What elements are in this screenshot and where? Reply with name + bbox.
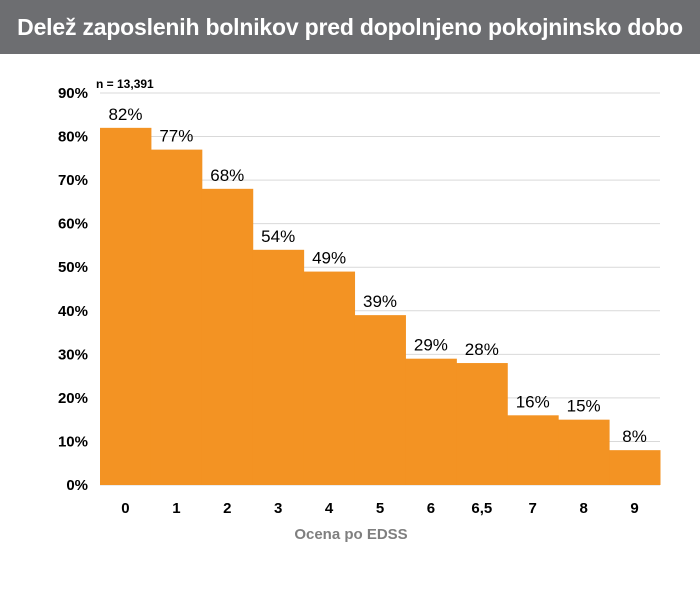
- data-label: 49%: [312, 249, 346, 268]
- x-tick-label: 1: [172, 500, 180, 517]
- x-tick-label: 7: [529, 500, 537, 517]
- x-tick-label: 8: [579, 500, 587, 517]
- bar: [507, 415, 559, 485]
- bar-chart: 0% 10% 20% 30% 40% 50% 60% 70% 80% 90% 0 1 2 3 4 5 6 6,5…: [58, 77, 661, 543]
- data-label: 68%: [210, 166, 244, 185]
- bar: [456, 363, 508, 485]
- data-label: 8%: [622, 427, 647, 446]
- bar: [405, 358, 457, 485]
- data-label: 82%: [108, 105, 142, 124]
- x-tick-label: 0: [121, 500, 129, 517]
- x-axis-label: Ocena po EDSS: [294, 526, 407, 543]
- y-tick-label: 20%: [58, 390, 88, 407]
- bars: [100, 127, 661, 486]
- x-tick-label: 6,5: [471, 500, 492, 517]
- y-tick-label: 30%: [58, 346, 88, 363]
- y-tick-label: 0%: [66, 477, 88, 494]
- y-tick-label: 90%: [58, 85, 88, 102]
- bar: [303, 271, 356, 485]
- x-tick-label: 3: [274, 500, 282, 517]
- chart-title: Delež zaposlenih bolnikov pred dopolnjen…: [0, 0, 700, 54]
- x-tick-label: 2: [223, 500, 231, 517]
- bar: [609, 450, 661, 485]
- x-tick-label: 4: [325, 500, 334, 517]
- y-tick-label: 80%: [58, 129, 88, 146]
- x-axis-ticks: 0 1 2 3 4 5 6 6,5 7 8 9: [121, 500, 638, 517]
- chart-area: 0% 10% 20% 30% 40% 50% 60% 70% 80% 90% 0 1 2 3 4 5 6 6,5…: [0, 54, 700, 587]
- y-tick-label: 60%: [58, 216, 88, 233]
- y-tick-label: 70%: [58, 172, 88, 189]
- bar: [354, 315, 406, 485]
- x-tick-label: 6: [427, 500, 435, 517]
- bar: [558, 419, 610, 485]
- x-tick-label: 5: [376, 500, 384, 517]
- data-label: 77%: [159, 127, 193, 146]
- bar: [150, 149, 203, 485]
- x-tick-label: 9: [630, 500, 638, 517]
- data-label: 15%: [567, 397, 601, 416]
- data-label: 16%: [516, 392, 550, 411]
- data-label: 29%: [414, 336, 448, 355]
- bar: [252, 249, 305, 485]
- y-axis-ticks: 0% 10% 20% 30% 40% 50% 60% 70% 80% 90%: [58, 85, 88, 494]
- data-label: 54%: [261, 227, 295, 246]
- data-labels: 82% 77% 68% 54% 49% 39% 29% 28% 16% 15% 8%: [108, 105, 646, 446]
- data-label: 28%: [465, 340, 499, 359]
- y-tick-label: 40%: [58, 303, 88, 320]
- y-tick-label: 10%: [58, 433, 88, 450]
- bar: [100, 127, 152, 485]
- sample-size-annotation: n = 13,391: [96, 77, 154, 91]
- y-tick-label: 50%: [58, 259, 88, 276]
- bar: [201, 188, 254, 486]
- data-label: 39%: [363, 292, 397, 311]
